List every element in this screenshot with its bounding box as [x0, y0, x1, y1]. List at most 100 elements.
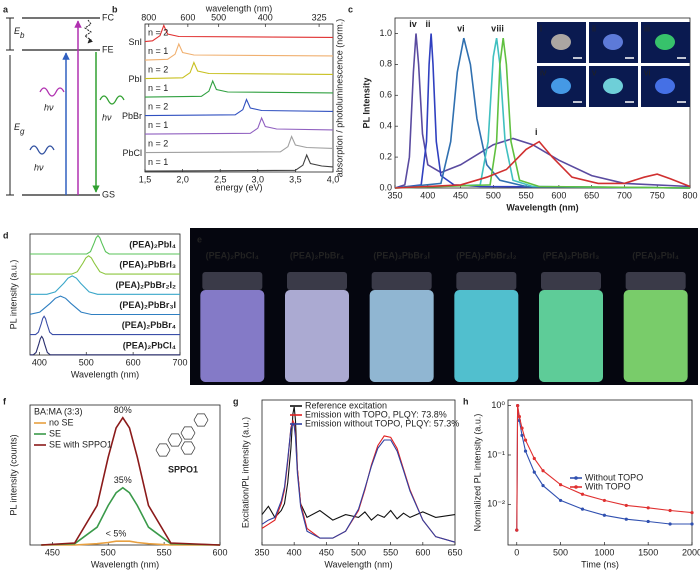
series-line	[394, 37, 691, 189]
panel-label: b	[112, 4, 118, 14]
inset-crystal	[603, 34, 623, 50]
y-tick-label: 10⁰	[491, 400, 505, 410]
y-tick-label: 1.0	[379, 28, 392, 38]
vial-cap	[456, 272, 517, 290]
data-point	[532, 456, 536, 461]
legend-title: BA:MA (3:3)	[34, 406, 83, 416]
y-axis-label: PL intensity (counts)	[8, 434, 18, 515]
x2-tick-label: 600	[180, 12, 195, 22]
series-label: (PEA)₂PbCl₄	[123, 340, 176, 350]
photon-label: hν	[34, 162, 44, 172]
photon-label: hν	[102, 112, 112, 122]
level-label: FC	[102, 12, 114, 22]
x-axis-label: energy (eV)	[215, 182, 262, 192]
vial-body	[285, 290, 349, 382]
series-line	[261, 406, 456, 521]
x-tick-label: 600	[415, 547, 430, 557]
series-label: n = 2	[148, 28, 168, 38]
data-point	[558, 483, 563, 487]
x-tick-label: 550	[383, 547, 398, 557]
data-point	[541, 469, 545, 473]
panel-label: e	[197, 234, 202, 244]
x2-tick-label: 800	[141, 12, 156, 22]
y-tick-label: 0.4	[379, 121, 392, 131]
y-tick-label: 10⁻²	[487, 499, 505, 509]
x-tick-label: 650	[584, 190, 599, 200]
group-label: PbBr	[122, 111, 142, 121]
x-tick-label: 600	[551, 190, 566, 200]
x-tick-label: 1000	[594, 547, 614, 557]
plot-frame	[29, 404, 221, 546]
series-label: n = 1	[148, 120, 168, 130]
x-axis-label: Time (ns)	[581, 559, 619, 569]
series-line	[30, 234, 180, 255]
x-tick-label: 1500	[638, 547, 658, 557]
x-axis-label: Wavelength (nm)	[324, 559, 392, 569]
series-line	[144, 24, 334, 43]
series-line	[144, 153, 334, 172]
series-line	[394, 38, 691, 189]
series-line	[30, 255, 180, 275]
data-point	[520, 426, 524, 430]
series-line	[144, 116, 334, 135]
level-label: FE	[102, 44, 114, 54]
x-tick-label: 450	[453, 190, 468, 200]
legend-marker	[574, 485, 578, 489]
peak-label: i	[535, 127, 538, 137]
series-line	[144, 98, 334, 117]
series-label: n = 1	[148, 157, 168, 167]
x2-tick-label: 325	[312, 12, 327, 22]
data-point	[523, 438, 528, 442]
x-tick-label: 450	[319, 547, 334, 557]
y-tick-label: 0.0	[379, 182, 392, 192]
panel-label: f	[3, 396, 7, 406]
y-tick-label: 0.6	[379, 90, 392, 100]
series-line	[30, 275, 180, 295]
molecule-ring	[180, 441, 196, 455]
photon-wave	[29, 145, 55, 155]
series-line	[144, 61, 334, 80]
legend-label: Emission without TOPO, PLQY: 57.3%	[305, 418, 459, 428]
group-label: PbI	[128, 74, 142, 84]
y-axis-label: absorption / photoluminescence (norm.)	[334, 19, 344, 178]
x-tick-label: 0	[514, 547, 519, 557]
series-label: (PEA)₂PbBr₄	[122, 320, 176, 330]
series-label: n = 2	[148, 65, 168, 75]
x-tick-label: 400	[287, 547, 302, 557]
molecule-ring	[155, 443, 171, 457]
vial-body	[539, 290, 603, 382]
y-tick-label: 0.8	[379, 59, 392, 69]
legend-label: SE with SPPO1	[49, 439, 112, 449]
vial-label: (PEA)₂PbBr₃I	[373, 250, 430, 260]
x-tick-label: 500	[79, 357, 94, 367]
inset-crystal	[603, 78, 623, 94]
x2-tick-label: 400	[258, 12, 273, 22]
relaxation-arrow	[84, 19, 93, 44]
group-label: SnI	[128, 37, 142, 47]
x-tick-label: 400	[420, 190, 435, 200]
inset-crystal	[655, 78, 675, 94]
photon-wave	[39, 87, 65, 97]
legend-marker	[574, 476, 578, 480]
data-point	[646, 519, 650, 524]
data-point	[515, 528, 519, 532]
vial-cap	[541, 272, 601, 290]
vial-body	[369, 290, 434, 382]
panel-label: h	[463, 396, 469, 406]
data-point	[558, 498, 563, 503]
data-point	[516, 404, 520, 408]
y-tick-label: 0.2	[379, 151, 392, 161]
x-tick-label: 450	[45, 547, 60, 557]
legend-label: Emission with TOPO, PLQY: 73.8%	[305, 409, 447, 419]
y-axis-label: PL intensity (a.u.)	[8, 260, 18, 330]
peak-label: iv	[409, 19, 417, 29]
series-line	[30, 315, 180, 336]
data-point	[517, 414, 521, 419]
data-point	[580, 492, 585, 496]
series-line	[394, 140, 691, 189]
series-line	[516, 405, 692, 531]
x-tick-label: 600	[212, 547, 227, 557]
series-line	[144, 135, 334, 154]
vial-body	[200, 290, 265, 382]
vial-cap	[371, 272, 432, 290]
